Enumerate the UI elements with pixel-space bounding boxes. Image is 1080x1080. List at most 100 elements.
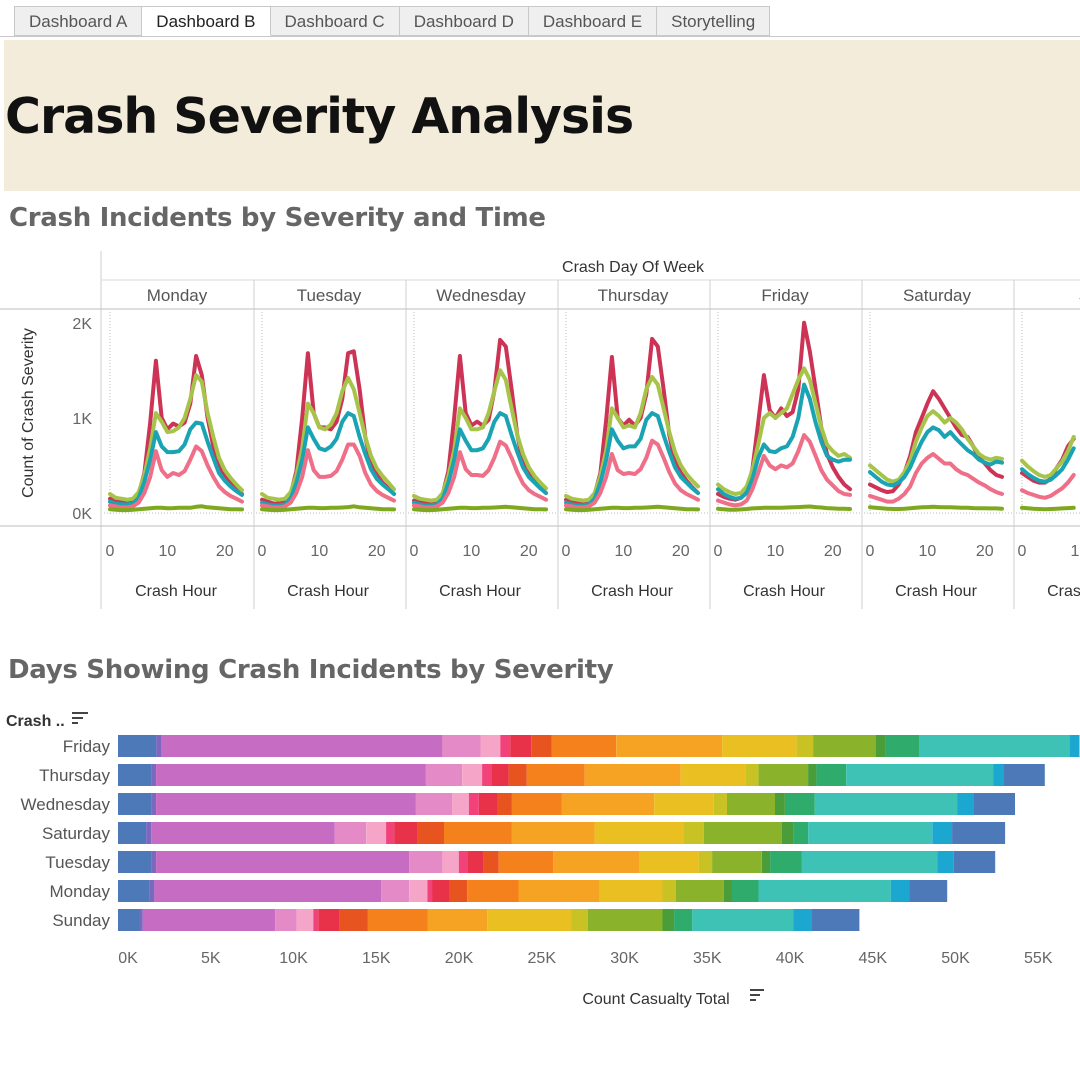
bar-segment[interactable] [510,735,532,757]
bar-segment[interactable] [890,880,910,902]
bar-segment[interactable] [478,793,497,815]
bar-segment[interactable] [275,909,297,931]
bar-segment[interactable] [814,793,958,815]
bar-segment[interactable] [483,851,499,873]
bar-segment[interactable] [745,764,759,786]
bar-segment[interactable] [161,735,443,757]
bar-segment[interactable] [381,880,410,902]
bar-segment[interactable] [151,822,335,844]
tab-storytelling[interactable]: Storytelling [657,7,771,36]
series-line-1-panel-0[interactable] [108,373,244,502]
bar-chart-casualties-by-day[interactable]: Crash .. Friday Thursday Wednesday Saturday T… [0,700,1080,1020]
bar-segment[interactable] [553,851,640,873]
bar-segment[interactable] [662,880,676,902]
series-line-4-panel-0[interactable] [108,504,244,513]
bar-segment[interactable] [909,880,948,902]
bar-segment[interactable] [417,822,445,844]
bar-segment[interactable] [727,793,775,815]
bar-segment[interactable] [932,822,953,844]
series-line-4-panel-2[interactable] [412,504,548,513]
bar-segment[interactable] [462,764,483,786]
bar-segment[interactable] [296,909,314,931]
bar-segment[interactable] [151,793,157,815]
bar-segment[interactable] [770,851,802,873]
bar-segment[interactable] [334,822,367,844]
series-line-1-panel-3[interactable] [564,375,700,503]
bar-segment[interactable] [151,764,157,786]
bar-segment[interactable] [518,880,600,902]
bar-segment[interactable] [118,764,152,786]
series-line-1-panel-5[interactable] [868,409,1004,484]
bar-segment[interactable] [313,909,319,931]
series-line-3-panel-4[interactable] [716,433,852,508]
x-sort-icon[interactable] [750,989,764,1001]
series-line-2-panel-6[interactable] [1020,446,1076,484]
bar-segment[interactable] [442,851,459,873]
bar-segment[interactable] [339,909,368,931]
line-chart-severity-by-hour[interactable]: Crash Day Of Week 0K 1K 2K Count of Crash Se… [0,245,1080,620]
bar-segment[interactable] [781,822,794,844]
bar-segment[interactable] [723,880,732,902]
bar-segment[interactable] [584,764,681,786]
bar-segment[interactable] [816,764,847,786]
bar-segment[interactable] [142,909,276,931]
bar-segment[interactable] [118,822,147,844]
bar-segment[interactable] [498,851,554,873]
bar-segment[interactable] [468,793,479,815]
bar-segment[interactable] [758,764,809,786]
bar-segment[interactable] [674,909,693,931]
bar-segment[interactable] [394,822,418,844]
bar-segment[interactable] [467,851,484,873]
bar-segment[interactable] [662,909,675,931]
bar-segment[interactable] [487,909,572,931]
bar-segment[interactable] [118,909,140,931]
series-line-3-panel-0[interactable] [108,444,244,510]
tab-dashboard-c[interactable]: Dashboard C [270,7,400,36]
bar-segment[interactable] [427,880,433,902]
bar-segment[interactable] [449,880,468,902]
bar-segment[interactable] [118,851,152,873]
bar-segment[interactable] [458,851,468,873]
bar-segment[interactable] [492,764,509,786]
series-line-2-panel-5[interactable] [868,425,1004,488]
bar-segment[interactable] [793,822,809,844]
tab-dashboard-d[interactable]: Dashboard D [399,7,529,36]
bar-segment[interactable] [808,822,933,844]
bar-segment[interactable] [409,851,443,873]
series-line-0-panel-3[interactable] [564,336,700,506]
bar-segment[interactable] [452,793,469,815]
bar-segment[interactable] [952,822,1006,844]
series-line-4-panel-3[interactable] [564,504,700,513]
bar-segment[interactable] [409,880,428,902]
bar-segment[interactable] [511,793,562,815]
bar-segment[interactable] [571,909,589,931]
bar-segment[interactable] [156,764,426,786]
bar-segment[interactable] [761,851,771,873]
bar-segment[interactable] [684,822,704,844]
bar-segment[interactable] [785,793,815,815]
bar-segment[interactable] [151,851,157,873]
series-line-0-panel-2[interactable] [412,337,548,506]
series-line-2-panel-0[interactable] [108,420,244,507]
bar-segment[interactable] [813,735,876,757]
bar-segment[interactable] [118,735,157,757]
bar-segment[interactable] [675,880,724,902]
bar-segment[interactable] [427,909,488,931]
series-line-1-panel-1[interactable] [260,375,396,502]
bar-segment[interactable] [796,735,814,757]
bar-segment[interactable] [957,793,974,815]
series-line-4-panel-4[interactable] [716,504,852,512]
bar-segment[interactable] [386,822,395,844]
bar-segment[interactable] [367,909,428,931]
bar-segment[interactable] [698,851,713,873]
bar-segment[interactable] [712,851,762,873]
bar-segment[interactable] [425,764,463,786]
series-line-3-panel-2[interactable] [412,439,548,510]
series-line-0-panel-0[interactable] [108,354,244,505]
bar-segment[interactable] [156,735,162,757]
bar-segment[interactable] [366,822,387,844]
bar-segment[interactable] [588,909,663,931]
bar-segment[interactable] [497,793,512,815]
bar-segment[interactable] [1069,735,1080,757]
series-line-1-panel-6[interactable] [1020,434,1076,479]
